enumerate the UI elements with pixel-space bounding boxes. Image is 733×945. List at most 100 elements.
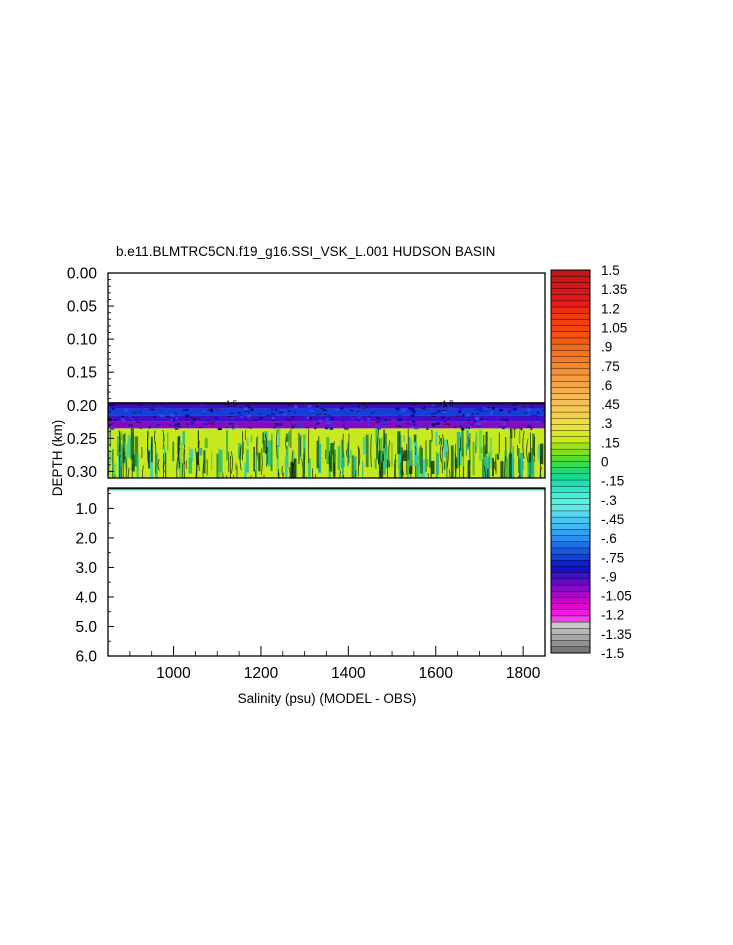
colorbar-segment xyxy=(550,467,591,475)
colorbar-segment xyxy=(550,436,591,444)
colorbar-segment xyxy=(550,448,591,456)
colorbar-segment xyxy=(550,393,591,401)
x-axis-label: Salinity (psu) (MODEL - OBS) xyxy=(238,691,417,706)
colorbar-segment xyxy=(550,609,591,617)
lower-y-tick-label: 5.0 xyxy=(75,619,97,636)
colorbar-segment xyxy=(550,430,591,438)
colorbar-segment xyxy=(550,418,591,425)
colorbar-label: 1.35 xyxy=(601,282,627,297)
colorbar-label: 1.5 xyxy=(601,263,620,278)
upper-y-tick-label: 0.30 xyxy=(67,464,98,481)
lower-y-tick-label: 1.0 xyxy=(75,501,97,518)
colorbar-label: 0 xyxy=(601,455,609,470)
colorbar-segment xyxy=(550,572,591,580)
lower-y-tick-label: 4.0 xyxy=(75,589,97,606)
colorbar-segment xyxy=(550,455,591,463)
colorbar-segment xyxy=(550,331,591,339)
colorbar-segment xyxy=(550,578,591,586)
colorbar-segment xyxy=(550,646,591,654)
upper-y-tick-label: 0.10 xyxy=(67,332,98,349)
colorbar-segment xyxy=(550,547,591,555)
colorbar-label: -.15 xyxy=(601,474,624,489)
colorbar-segment xyxy=(550,368,591,376)
colorbar-segment xyxy=(550,498,591,506)
x-tick-label: 1000 xyxy=(156,665,191,682)
colorbar-label: -.3 xyxy=(601,493,617,508)
colorbar-segment xyxy=(550,343,591,351)
chart-title: b.e11.BLMTRC5CN.f19_g16.SSI_VSK_L.001 HU… xyxy=(116,244,495,259)
lower-plot-frame xyxy=(107,487,546,657)
upper-data-field xyxy=(108,403,545,478)
colorbar-label: .3 xyxy=(601,416,612,431)
colorbar-label: -1.5 xyxy=(601,646,624,661)
colorbar-segment xyxy=(550,634,591,642)
colorbar-segment xyxy=(550,553,591,561)
colorbar-segment xyxy=(550,566,591,574)
colorbar-label: -.75 xyxy=(601,550,624,565)
upper-y-axis: 0.00 0.05 0.10 0.15 0.20 0.25 0.30 xyxy=(67,266,114,481)
upper-plot-frame xyxy=(107,272,546,479)
colorbar-segment xyxy=(550,282,591,290)
colorbar-segment xyxy=(550,275,591,283)
colorbar-segment xyxy=(550,374,591,382)
lower-y-axis: 1.0 2.0 3.0 4.0 5.0 6.0 xyxy=(75,493,114,666)
colorbar-segment xyxy=(550,504,591,512)
y-axis-label: DEPTH (km) xyxy=(50,420,65,497)
colorbar-label: -1.2 xyxy=(601,608,624,623)
colorbar-segment xyxy=(550,362,591,370)
colorbar-segment xyxy=(550,350,591,357)
colorbar-segment xyxy=(550,269,591,277)
colorbar-segment xyxy=(550,510,591,518)
colorbar-label: -.9 xyxy=(601,569,617,584)
colorbar-segment xyxy=(550,603,591,611)
colorbar-segment xyxy=(550,424,591,432)
x-tick-label: 1600 xyxy=(419,665,454,682)
colorbar-segment xyxy=(550,529,591,537)
colorbar-segment xyxy=(550,640,591,648)
colorbar-segment xyxy=(550,399,591,407)
colorbar-segment xyxy=(550,516,591,524)
colorbar-segment xyxy=(550,615,591,623)
lower-y-tick-label: 2.0 xyxy=(75,530,97,547)
colorbar-segment xyxy=(550,387,591,395)
colorbar-segment xyxy=(550,597,591,605)
colorbar-label: .9 xyxy=(601,340,612,355)
colorbar-segment xyxy=(550,319,591,327)
x-axis: 1000 1200 1400 1600 1800 xyxy=(129,646,541,682)
upper-contour-lines: -1.5 -1.5 xyxy=(108,400,545,478)
colorbar-segment xyxy=(550,535,591,543)
colorbar-segment xyxy=(550,628,591,635)
contour-label-1: -1.5 xyxy=(440,400,454,409)
colorbar-segment xyxy=(550,313,591,320)
data-band-3 xyxy=(108,421,545,429)
colorbar-segment xyxy=(550,294,591,302)
upper-panel: -1.5 -1.5 0.00 0.05 0.10 0.15 0.20 0.25 0.30 xyxy=(67,266,546,481)
colorbar-segment xyxy=(550,337,591,345)
colorbar-segment xyxy=(550,479,591,487)
colorbar-segment xyxy=(550,560,591,568)
colorbar-frame xyxy=(550,269,591,654)
colorbar-segment xyxy=(550,325,591,333)
colorbar-label: .6 xyxy=(601,378,612,393)
colorbar-segment xyxy=(550,411,591,419)
colorbar-label: .75 xyxy=(601,359,620,374)
upper-y-tick-label: 0.15 xyxy=(67,365,97,382)
colorbar-segment xyxy=(550,300,591,308)
contour-label-0: -1.5 xyxy=(223,400,237,409)
x-tick-label: 1200 xyxy=(244,665,279,682)
colorbar-label: 1.2 xyxy=(601,301,620,316)
colorbar-segment xyxy=(550,380,591,388)
lower-y-tick-label: 3.0 xyxy=(75,560,97,577)
colorbar-segment xyxy=(550,356,591,364)
colorbar-segment xyxy=(550,541,591,549)
lower-y-tick-label: 6.0 xyxy=(75,649,97,666)
colorbar-segment xyxy=(550,492,591,500)
lower-panel: 1.0 2.0 3.0 4.0 5.0 6.0 1000 1200 1400 1600 1800 xyxy=(75,487,546,682)
colorbar-segment xyxy=(550,306,591,314)
upper-y-tick-label: 0.00 xyxy=(67,266,98,283)
colorbar-label: 1.05 xyxy=(601,320,627,335)
upper-y-tick-label: 0.25 xyxy=(67,431,97,448)
x-tick-label: 1800 xyxy=(506,665,541,682)
upper-y-tick-label: 0.05 xyxy=(67,299,97,316)
